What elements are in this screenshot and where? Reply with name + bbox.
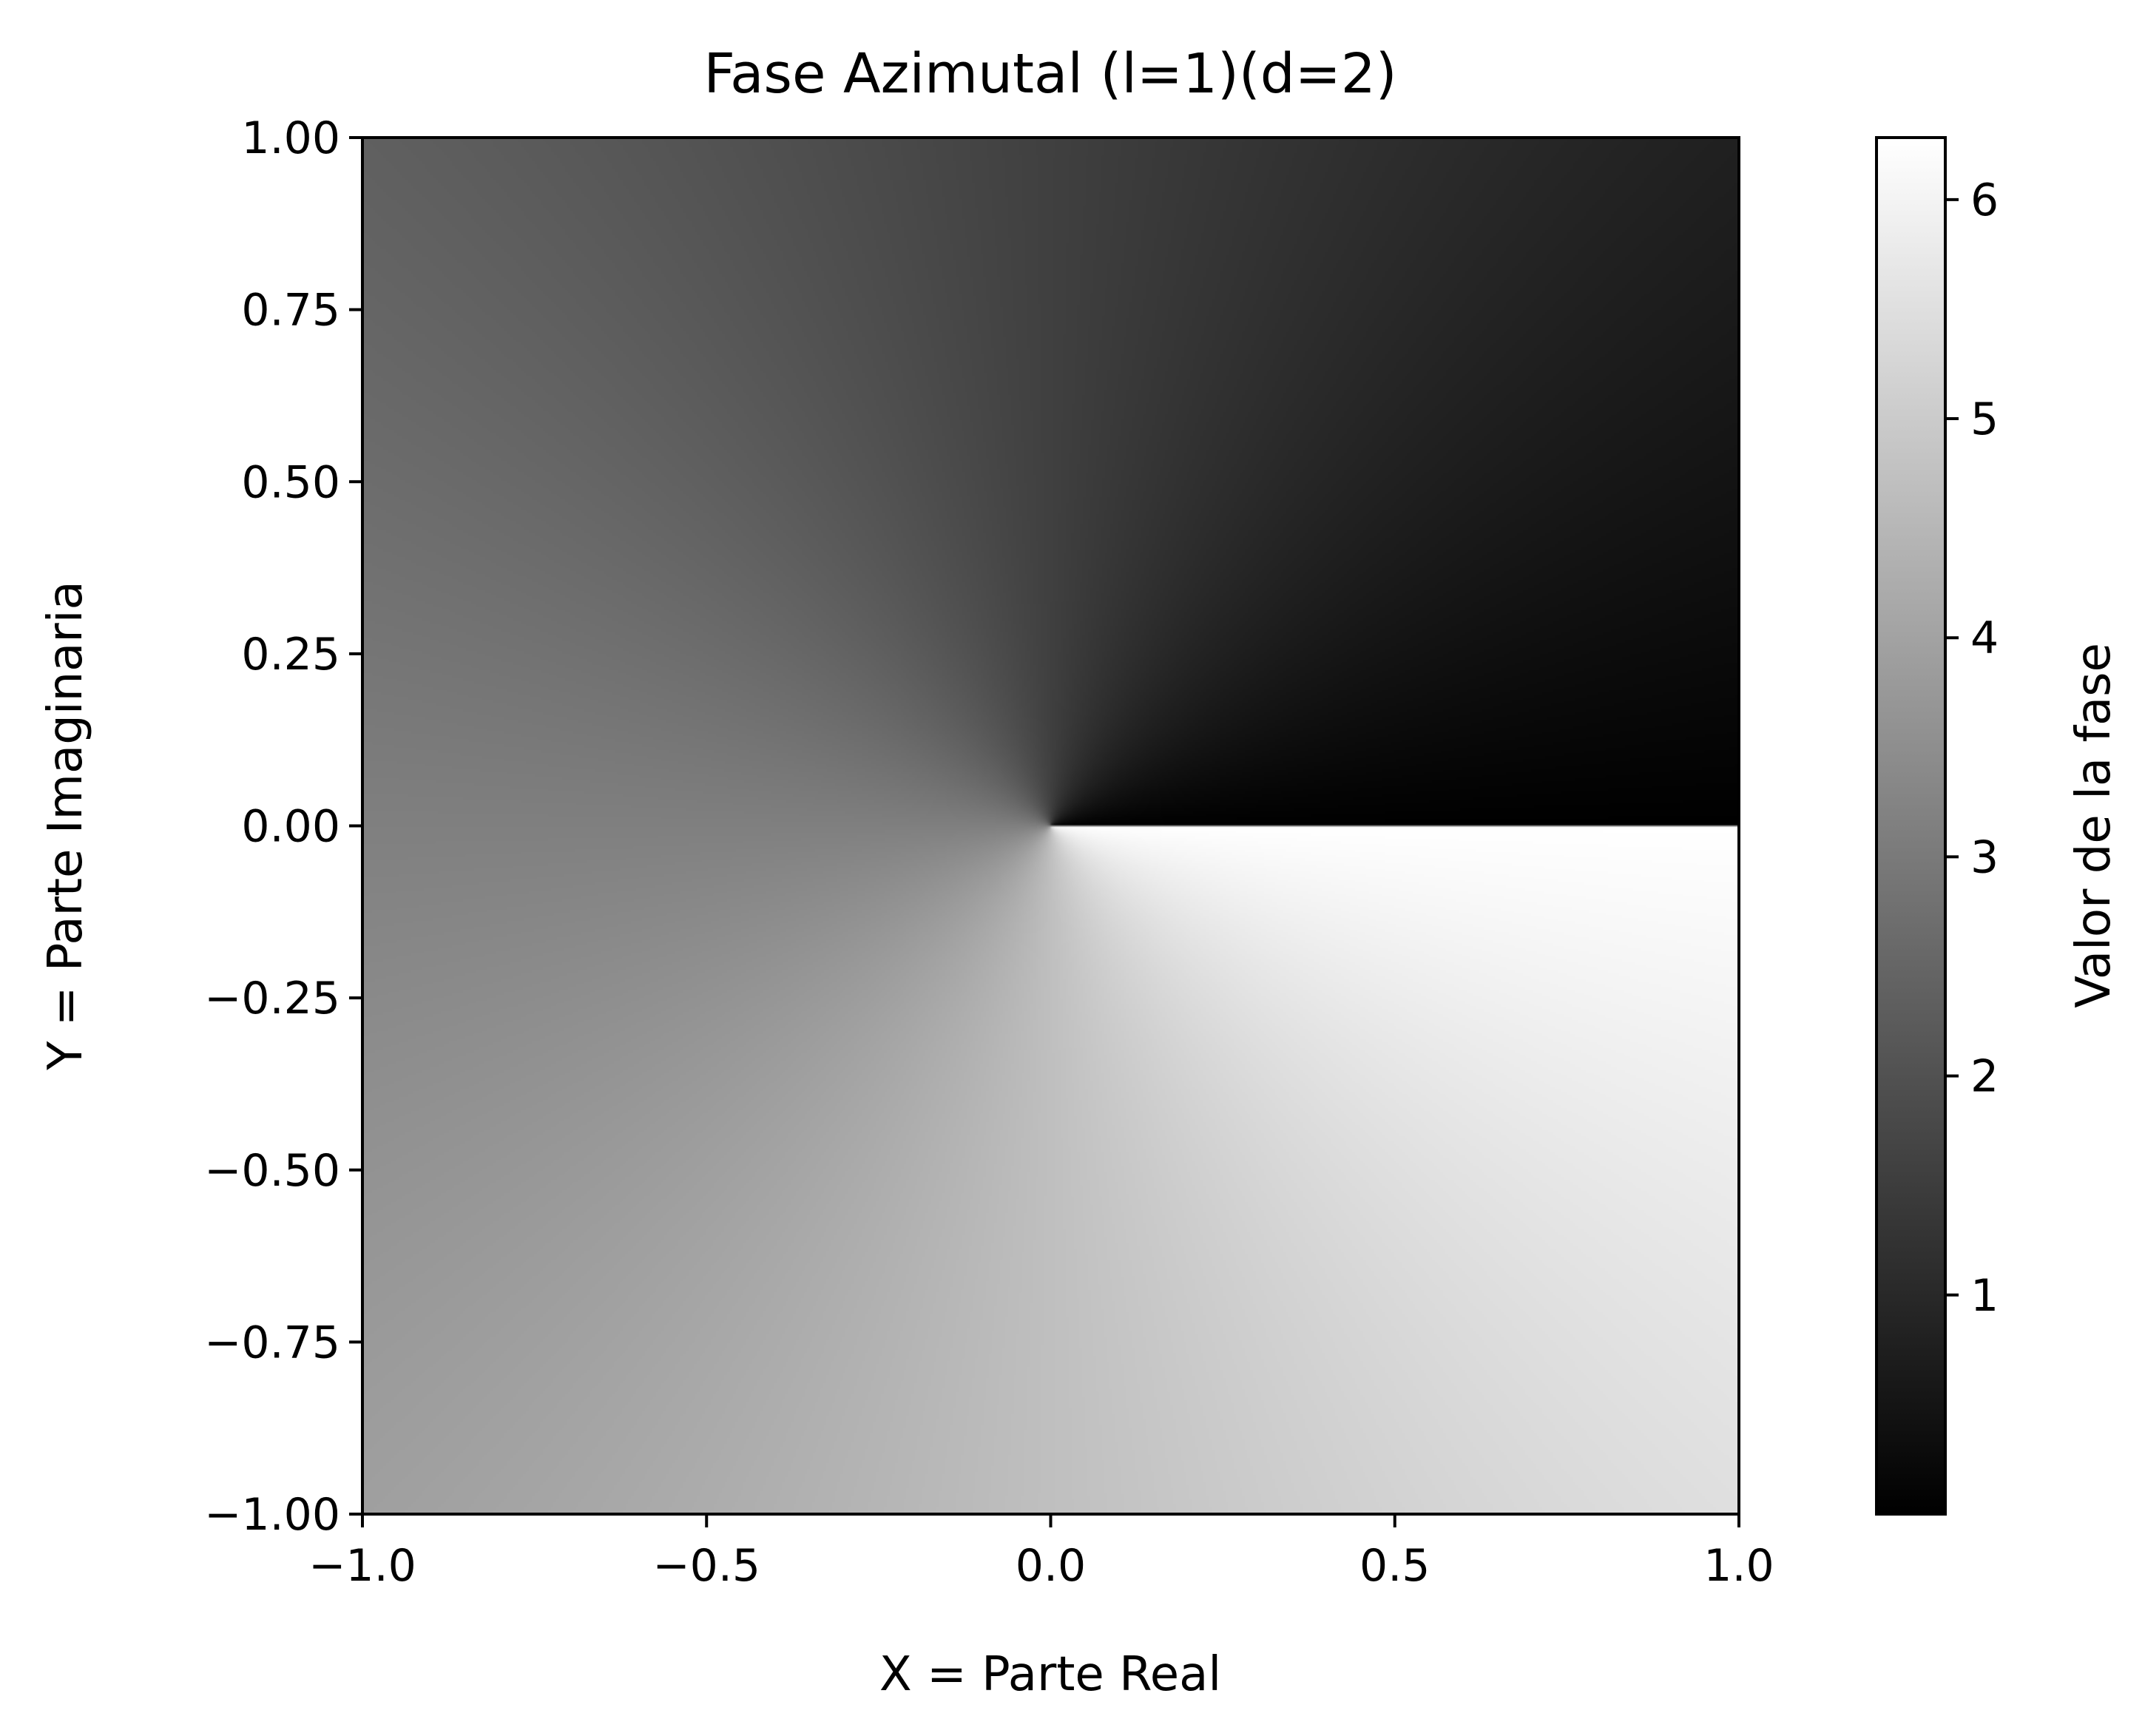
- x-axis-label: X = Parte Real: [879, 1647, 1221, 1702]
- y-tick-label: 0.00: [241, 801, 340, 853]
- chart-title: Fase Azimutal (l=1)(d=2): [703, 42, 1396, 106]
- y-tick-label: −0.50: [204, 1145, 340, 1197]
- colorbar-tick-label: 5: [1970, 394, 1999, 445]
- colorbar-tick-label: 4: [1970, 612, 1999, 664]
- x-axis: −1.0 −0.5 0.0 0.5 1.0: [308, 1514, 1774, 1592]
- colorbar: [1875, 136, 1947, 1516]
- y-tick-label: 0.75: [241, 285, 340, 337]
- y-tick-label: 1.00: [241, 112, 340, 164]
- x-tick-label: 0.0: [1016, 1540, 1086, 1592]
- y-tick-label: 0.25: [241, 629, 340, 680]
- colorbar-label: Valor de la fase: [2067, 643, 2121, 1008]
- x-tick-label: −1.0: [308, 1540, 416, 1592]
- x-tick-label: −0.5: [652, 1540, 760, 1592]
- x-tick-label: 0.5: [1359, 1540, 1430, 1592]
- colorbar-tick-label: 2: [1970, 1051, 1999, 1103]
- heatmap-image: [362, 138, 1739, 1514]
- x-tick-label: 1.0: [1703, 1540, 1774, 1592]
- y-axis-label: Y = Parte Imaginaria: [38, 581, 93, 1070]
- colorbar-tick-label: 6: [1970, 175, 1999, 226]
- phase-heatmap: [362, 138, 1739, 1514]
- colorbar-axis: 1 2 3 4 5 6: [1945, 175, 1999, 1322]
- y-axis: 1.00 0.75 0.50 0.25 0.00 −0.25 −0.50 −0.75 −1.00: [204, 112, 362, 1541]
- y-tick-label: −1.00: [204, 1489, 340, 1541]
- colorbar-tick-label: 3: [1970, 831, 1999, 883]
- y-tick-label: 0.50: [241, 456, 340, 508]
- y-tick-label: −0.25: [204, 973, 340, 1024]
- y-tick-label: −0.75: [204, 1317, 340, 1368]
- colorbar-tick-label: 1: [1970, 1270, 1999, 1322]
